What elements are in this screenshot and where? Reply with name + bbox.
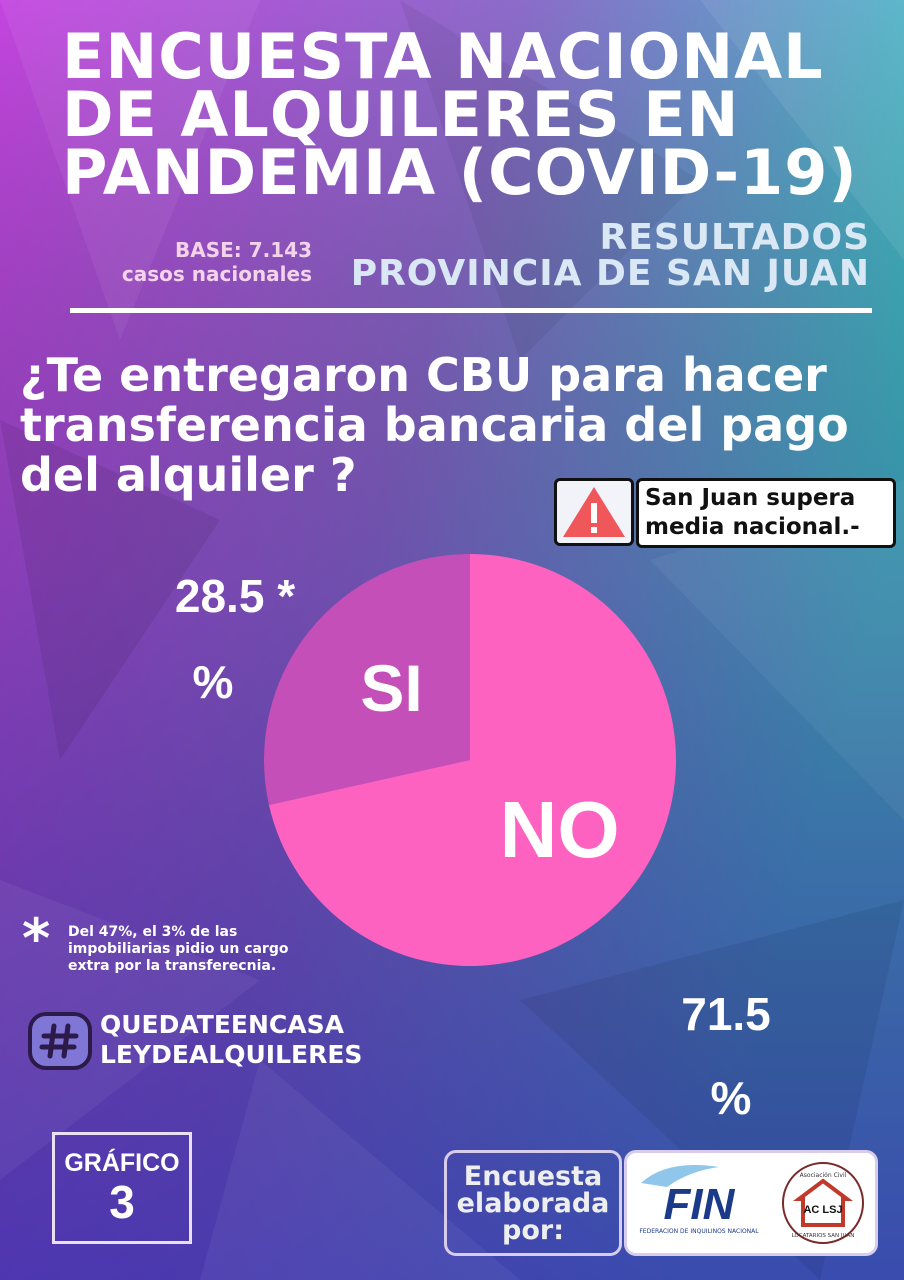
svg-text:AC LSJ: AC LSJ [803,1204,842,1216]
no-value: 71.5 [681,988,771,1040]
warning-note: San Juan supera media nacional.- [636,478,896,548]
hashtag-leydealquileres: LEYDEALQUILERES [100,1040,363,1069]
province-line: PROVINCIA DE SAN JUAN [350,253,870,294]
footnote-text: Del 47%, el 3% de las impobiliarias pidi… [68,924,289,974]
slice-label-si: SI [360,651,422,725]
svg-text:FEDERACION DE INQUILINOS NACIO: FEDERACION DE INQUILINOS NACIONAL [639,1228,759,1235]
no-unit: % [710,1072,752,1124]
cases-line: casos nacionales [121,262,312,286]
credits-text: Encuesta elaborada por: [444,1150,622,1256]
chart-number: 3 [109,1176,135,1228]
no-percentage: 71.5 % [646,984,806,1128]
base-cases-label: BASE: 7.143 casos nacionales [60,238,312,286]
chart-number-box: GRÁFICO 3 [52,1132,192,1244]
warning-triangle-icon [563,487,625,537]
results-line: RESULTADOS [599,217,870,258]
si-unit: % [192,656,234,708]
partner-logos: FIN FEDERACION DE INQUILINOS NACIONAL As… [624,1150,878,1256]
divider [70,308,872,313]
slice-label-no: NO [500,785,620,874]
results-heading: RESULTADOS PROVINCIA DE SAN JUAN [330,220,870,292]
pie-slice-si [264,554,470,805]
base-line: BASE: 7.143 [174,238,312,262]
logos-graphic: FIN FEDERACION DE INQUILINOS NACIONAL As… [639,1162,864,1244]
svg-text:LOCATARIOS SAN JUAN: LOCATARIOS SAN JUAN [792,1233,855,1239]
svg-text:Asociación Civil: Asociación Civil [800,1172,847,1179]
fin-logo: FIN FEDERACION DE INQUILINOS NACIONAL [639,1165,759,1235]
survey-question: ¿Te entregaron CBU para hacer transferen… [20,348,849,502]
pie-slice-no [268,554,676,966]
si-value: 28.5 * [174,570,296,622]
hashtag-icon [28,1012,92,1070]
si-percentage: 28.5 * % [150,566,320,712]
warning-box [554,478,634,546]
svg-text:FIN: FIN [664,1180,736,1229]
aclsj-logo: Asociación Civil AC LSJ LOCATARIOS SAN J… [782,1162,864,1244]
footnote-marker: * [22,907,51,970]
chart-label: GRÁFICO [64,1149,180,1177]
hashtag-quedateencasa: QUEDATEENCASA [100,1010,344,1039]
hashtags: QUEDATEENCASA LEYDEALQUILERES [100,1010,362,1070]
pie-chart: SI NO [264,554,676,966]
infographic-title: ENCUESTA NACIONAL DE ALQUILERES EN PANDE… [62,20,858,209]
